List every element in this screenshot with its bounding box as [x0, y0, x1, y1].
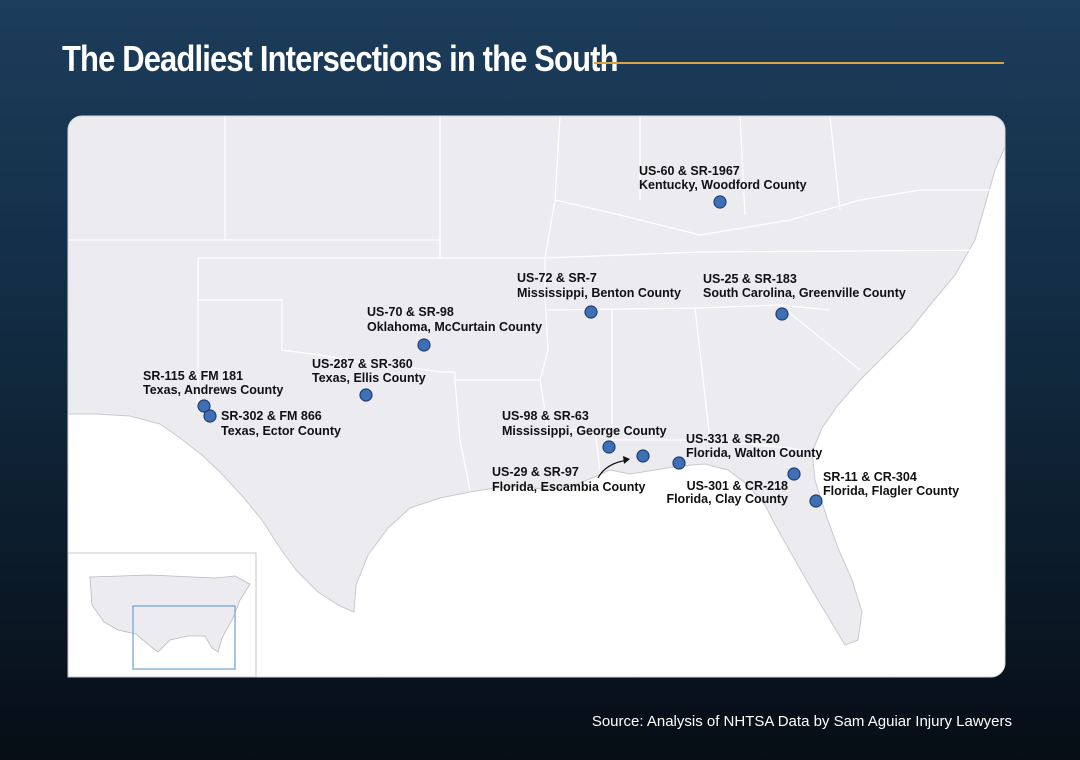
marker-place: Texas, Ellis County	[312, 371, 426, 385]
marker-place: Texas, Andrews County	[143, 383, 283, 397]
marker-dot	[672, 456, 686, 470]
marker[interactable]: US-287 & SR-360 Texas, Ellis County	[312, 357, 426, 402]
marker-dot	[787, 467, 801, 481]
marker[interactable]: US-70 & SR-98 Oklahoma, McCurtain County	[367, 305, 542, 352]
marker-dot	[636, 449, 650, 463]
marker-dot	[775, 307, 789, 321]
map-border	[67, 115, 1006, 678]
marker-road: US-287 & SR-360	[312, 357, 413, 371]
marker[interactable]: SR-115 & FM 181 Texas, Andrews County	[143, 369, 283, 413]
inset	[67, 552, 257, 678]
land	[68, 116, 1005, 646]
marker[interactable]: US-98 & SR-63 Mississippi, George County	[502, 409, 667, 454]
marker-road: US-60 & SR-1967	[639, 164, 740, 178]
marker-dot	[197, 399, 211, 413]
marker-dot	[602, 440, 616, 454]
marker[interactable]: SR-302 & FM 866 Texas, Ector County	[203, 409, 341, 438]
marker[interactable]: US-60 & SR-1967 Kentucky, Woodford Count…	[639, 164, 807, 209]
marker[interactable]: US-301 & CR-218 Florida, Clay County	[666, 467, 801, 506]
marker-road: SR-302 & FM 866	[221, 409, 322, 423]
marker-place: Florida, Clay County	[666, 492, 788, 506]
marker-road: SR-11 & CR-304	[823, 470, 917, 484]
marker-dot	[359, 388, 373, 402]
marker-dot	[203, 409, 217, 423]
marker[interactable]: US-29 & SR-97 Florida, Escambia County	[492, 449, 650, 494]
marker-road: US-70 & SR-98	[367, 305, 454, 319]
marker-place: Oklahoma, McCurtain County	[367, 320, 542, 334]
pointer-arrowhead	[623, 456, 630, 464]
marker[interactable]: US-331 & SR-20 Florida, Walton County	[672, 432, 822, 470]
markers: US-60 & SR-1967 Kentucky, Woodford Count…	[143, 164, 959, 508]
marker-road: US-331 & SR-20	[686, 432, 780, 446]
marker-road: US-29 & SR-97	[492, 465, 579, 479]
inset-us	[89, 574, 251, 653]
marker-place: Texas, Ector County	[221, 424, 341, 438]
inset-highlight	[132, 605, 236, 670]
marker-road: US-301 & CR-218	[687, 479, 788, 493]
marker-road: US-72 & SR-7	[517, 271, 597, 285]
marker-dot	[584, 305, 598, 319]
title: The Deadliest Intersections in the South	[62, 38, 619, 79]
marker-road: US-25 & SR-183	[703, 272, 797, 286]
marker-dot	[713, 195, 727, 209]
marker[interactable]: SR-11 & CR-304 Florida, Flagler County	[809, 470, 959, 508]
marker-place: Mississippi, Benton County	[517, 286, 681, 300]
marker[interactable]: US-25 & SR-183 South Carolina, Greenvill…	[703, 272, 906, 321]
marker-road: SR-115 & FM 181	[143, 369, 243, 383]
marker-place: Florida, Walton County	[686, 446, 822, 460]
marker-place: Florida, Escambia County	[492, 480, 646, 494]
marker-place: Florida, Flagler County	[823, 484, 959, 498]
marker-place: Kentucky, Woodford County	[639, 178, 807, 192]
source-note: Source: Analysis of NHTSA Data by Sam Ag…	[591, 713, 1012, 730]
marker-place: South Carolina, Greenville County	[703, 286, 906, 300]
marker-dot	[809, 494, 823, 508]
marker-place: Mississippi, George County	[502, 424, 667, 438]
title-rule	[594, 62, 1004, 64]
marker[interactable]: US-72 & SR-7 Mississippi, Benton County	[517, 271, 681, 319]
marker-dot	[417, 338, 431, 352]
marker-road: US-98 & SR-63	[502, 409, 589, 423]
